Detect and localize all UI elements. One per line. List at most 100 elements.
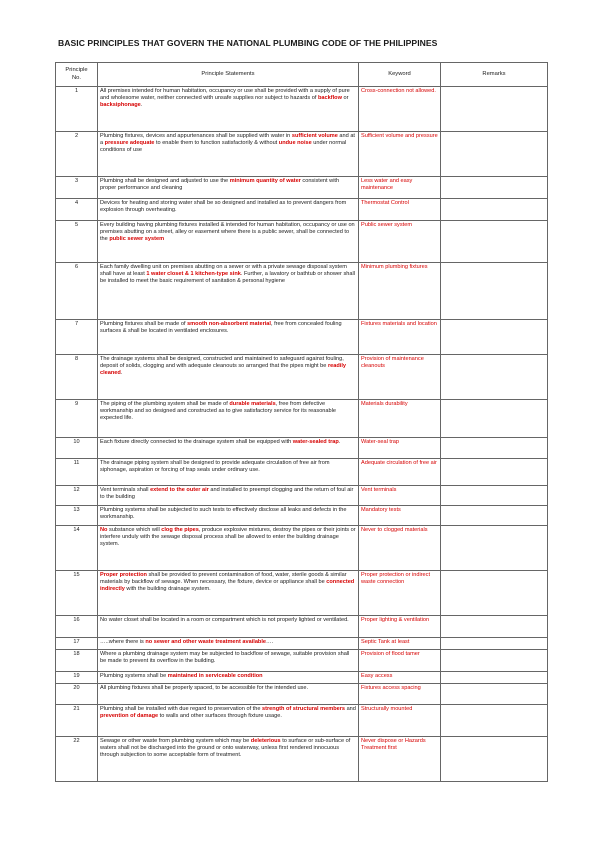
statement-highlight: maintained in serviceable condition xyxy=(167,673,263,679)
remarks xyxy=(440,86,548,132)
header-principle-statements: Principle Statements xyxy=(97,62,359,87)
statement-text: No water closet shall be located in a ro… xyxy=(100,617,349,623)
remarks xyxy=(440,220,548,263)
statement-text: All plumbing fixtures shall be properly … xyxy=(100,685,309,691)
statement-highlight: No xyxy=(100,527,108,533)
keyword: Proper lighting & ventilation xyxy=(358,615,441,638)
statement-highlight: undue noise xyxy=(278,140,312,147)
table-row: 7 Plumbing fixtures shall be made of smoo… xyxy=(55,319,548,355)
remarks xyxy=(440,525,548,571)
principle-number: 3 xyxy=(55,176,98,199)
statement-text: The drainage systems shall be designed, … xyxy=(100,356,344,370)
keyword: Never dispose or Hazards Treatment first xyxy=(358,736,441,782)
principle-statement: All plumbing fixtures shall be properly … xyxy=(97,683,359,705)
statement-highlight: pressure adequate xyxy=(104,140,155,147)
keyword: Adequate circulation of free air xyxy=(358,458,441,486)
principle-number: 9 xyxy=(55,399,98,438)
table-row: 22 Sewage or other waste from plumbing sy… xyxy=(55,736,548,782)
principle-number: 22 xyxy=(55,736,98,782)
principle-statement: No water closet shall be located in a ro… xyxy=(97,615,359,638)
table-row: 13 Plumbing systems shall be subjected to… xyxy=(55,505,548,526)
keyword: Provision of maintenance cleanouts xyxy=(358,354,441,400)
principle-statement: Plumbing fixtures shall be made of smoot… xyxy=(97,319,359,355)
remarks xyxy=(440,637,548,650)
statement-highlight: public sewer system xyxy=(109,236,165,243)
principle-number: 2 xyxy=(55,131,98,177)
remarks xyxy=(440,458,548,486)
principle-number: 16 xyxy=(55,615,98,638)
remarks xyxy=(440,319,548,355)
principle-statement: Proper protection shall be provided to p… xyxy=(97,570,359,616)
statement-text: Plumbing shall be installed with due reg… xyxy=(100,706,263,712)
keyword: Thermostat Control xyxy=(358,198,441,221)
statement-text: Plumbing shall be designed and adjusted … xyxy=(100,178,230,184)
remarks xyxy=(440,399,548,438)
statement-text: . xyxy=(120,370,123,377)
keyword: Easy access xyxy=(358,671,441,684)
statement-highlight: no sewer and other waste treatment avail… xyxy=(145,639,267,645)
table-row: 4 Devices for heating and storing water s… xyxy=(55,198,548,221)
statement-highlight: durable materials xyxy=(229,401,276,407)
principle-number: 18 xyxy=(55,649,98,672)
statement-highlight: clog the pipes xyxy=(161,527,199,533)
principle-number: 19 xyxy=(55,671,98,684)
principle-statement: The piping of the plumbing system shall … xyxy=(97,399,359,438)
table-row: 2 Plumbing fixtures, devices and appurten… xyxy=(55,131,548,177)
statement-text: All premises intended for human habitati… xyxy=(100,88,350,102)
statement-highlight: backflow xyxy=(317,95,342,102)
statement-text: to walls and other surfaces through fixt… xyxy=(158,713,282,720)
table-row: 1 All premises intended for human habitat… xyxy=(55,86,548,132)
remarks xyxy=(440,485,548,506)
table-row: 16 No water closet shall be located in a … xyxy=(55,615,548,638)
table-row: 9 The piping of the plumbing system shall… xyxy=(55,399,548,438)
principle-statement: Sewage or other waste from plumbing syst… xyxy=(97,736,359,782)
header-remarks: Remarks xyxy=(440,62,548,87)
table-row: 6 Each family dwelling unit on premises a… xyxy=(55,262,548,320)
table-row: 18 Where a plumbing drainage system may b… xyxy=(55,649,548,672)
statement-text: . xyxy=(140,102,143,109)
table-header-row: Principle No. Principle Statements Keywo… xyxy=(55,62,548,87)
statement-text: and xyxy=(345,706,356,712)
statement-text: to enable them to function satisfactoril… xyxy=(154,140,279,147)
principle-number: 12 xyxy=(55,485,98,506)
keyword: Less water and easy maintenance xyxy=(358,176,441,199)
principle-statement: No substance which will clog the pipes, … xyxy=(97,525,359,571)
keyword: Vent terminals xyxy=(358,485,441,506)
remarks xyxy=(440,615,548,638)
principle-statement: Plumbing systems shall be subjected to s… xyxy=(97,505,359,526)
statement-highlight: readily cleaned xyxy=(100,363,346,377)
statement-text: Plumbing fixtures, devices and appurtena… xyxy=(100,133,292,139)
principle-number: 10 xyxy=(55,437,98,459)
keyword: Mandatory tests xyxy=(358,505,441,526)
remarks xyxy=(440,736,548,782)
statement-text: and installed to preempt clogging and th… xyxy=(100,487,354,501)
statement-highlight: sufficient volume xyxy=(291,133,338,139)
statement-text: , produce explosive mixtures, destroy th… xyxy=(100,527,356,548)
principle-number: 8 xyxy=(55,354,98,400)
remarks xyxy=(440,704,548,737)
principle-number: 13 xyxy=(55,505,98,526)
header-principle-no-line1: Principle xyxy=(65,67,88,74)
statement-text: substance which will xyxy=(107,527,162,533)
header-principle-no: Principle No. xyxy=(55,62,98,87)
statement-text: Each fixture directly connected to the d… xyxy=(100,439,293,445)
principle-statement: Devices for heating and storing water sh… xyxy=(97,198,359,221)
table-row: 5 Every building having plumbing fixtures… xyxy=(55,220,548,263)
statement-text: Vent terminals shall xyxy=(100,487,151,493)
statement-text: Sewage or other waste from plumbing syst… xyxy=(100,738,251,744)
table-row: 12 Vent terminals shall extend to the out… xyxy=(55,485,548,506)
remarks xyxy=(440,131,548,177)
statement-highlight: strength of structural members xyxy=(262,706,346,712)
table-row: 21 Plumbing shall be installed with due r… xyxy=(55,704,548,737)
statement-text: Plumbing systems shall be subjected to s… xyxy=(100,507,347,521)
statement-text: shall be provided to prevent contaminati… xyxy=(100,572,347,586)
table-row: 14 No substance which will clog the pipes… xyxy=(55,525,548,571)
statement-highlight: connected indirectly xyxy=(100,579,355,593)
table-row: 17 …..where there is no sewer and other w… xyxy=(55,637,548,650)
keyword: Provision of flood tamer xyxy=(358,649,441,672)
statement-text: consistent with proper performance and c… xyxy=(100,178,340,192)
statement-text: under normal conditions of use xyxy=(100,140,347,154)
table-row: 19 Plumbing systems shall be maintained i… xyxy=(55,671,548,684)
principle-statement: The drainage systems shall be designed, … xyxy=(97,354,359,400)
principle-statement: The drainage piping system shall be desi… xyxy=(97,458,359,486)
